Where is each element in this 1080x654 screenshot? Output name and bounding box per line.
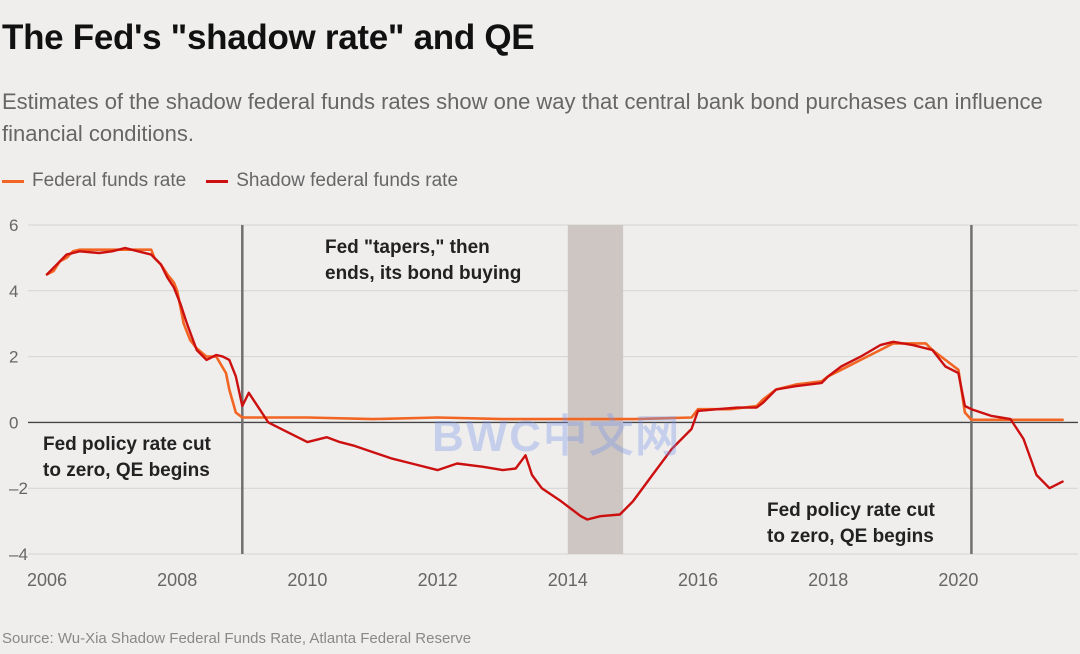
x-tick-label: 2016 (678, 570, 718, 590)
annotation-line: Fed "tapers," then (325, 237, 490, 258)
series-line-shadow-rate (45, 246, 1064, 521)
annotation-line: Fed policy rate cut (767, 500, 936, 521)
x-tick-label: 2008 (157, 570, 197, 590)
watermark: BWC中文网 (432, 412, 682, 461)
y-tick-label: 6 (9, 216, 18, 235)
annotation-line: to zero, QE begins (767, 526, 934, 547)
annotation-line: Fed policy rate cut (43, 434, 212, 455)
event-lines (241, 225, 973, 554)
legend-swatch-federal-funds-rate (2, 179, 24, 183)
series-lines (45, 246, 1064, 521)
annotation-line: ends, its bond buying (325, 263, 521, 284)
chart-subtitle: Estimates of the shadow federal funds ra… (2, 89, 1043, 146)
x-tick-label: 2018 (808, 570, 848, 590)
legend-label-shadow-rate: Shadow federal funds rate (236, 170, 459, 191)
x-tick-label: 2012 (418, 570, 458, 590)
y-tick-label: 2 (9, 348, 18, 367)
annotation: Fed "tapers," then ends, its bond buying (325, 237, 521, 284)
x-axis-ticks: 2006 2008 2010 2012 2014 2016 2018 2020 (27, 570, 978, 590)
legend-label-federal-funds-rate: Federal funds rate (32, 170, 187, 191)
legend-item-shadow-rate: Shadow federal funds rate (206, 170, 458, 192)
source-note: Source: Wu-Xia Shadow Federal Funds Rate… (2, 630, 472, 647)
y-tick-label: –4 (9, 545, 28, 564)
taper-period-band (567, 225, 624, 554)
chart-title: The Fed's "shadow rate" and QE (2, 18, 535, 57)
shaded-band-layer (567, 225, 624, 554)
y-tick-label: 4 (9, 282, 18, 301)
legend-item-federal-funds-rate: Federal funds rate (2, 170, 186, 192)
x-tick-label: 2014 (548, 570, 588, 590)
y-tick-label: 0 (9, 413, 18, 432)
annotation: Fed policy rate cut to zero, QE begins (43, 434, 212, 481)
series-line-federal-funds-rate (45, 248, 1064, 422)
grid (28, 224, 1078, 555)
x-tick-label: 2020 (938, 570, 978, 590)
x-tick-label: 2010 (287, 570, 327, 590)
annotation: Fed policy rate cut to zero, QE begins (767, 500, 936, 547)
legend-swatch-shadow-rate (206, 179, 229, 183)
legend: Federal funds rate Shadow federal funds … (2, 170, 478, 192)
annotation-line: to zero, QE begins (43, 460, 210, 481)
y-axis-ticks: 6 4 2 0 –2 –4 (9, 216, 28, 564)
x-tick-label: 2006 (27, 570, 67, 590)
y-tick-label: –2 (9, 479, 28, 498)
